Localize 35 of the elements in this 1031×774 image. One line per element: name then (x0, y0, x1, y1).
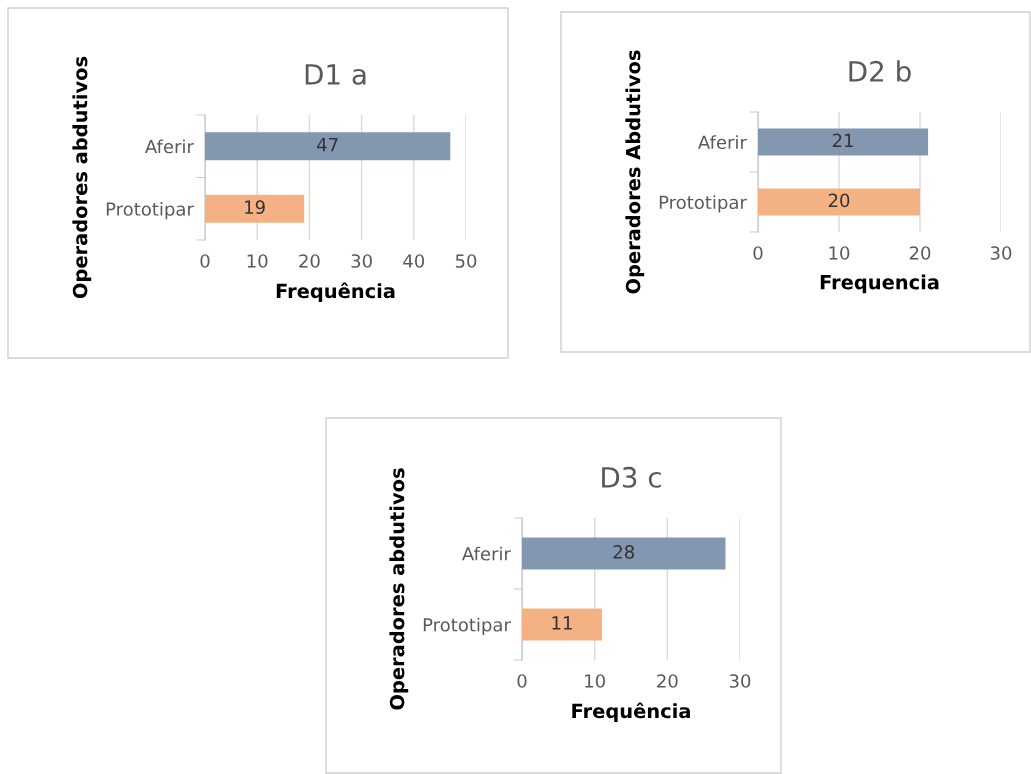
chart-title: D1 a (305, 64, 366, 85)
x-tick-label: 20 (299, 254, 320, 268)
x-tick-label: 10 (585, 674, 605, 688)
y-axis-title: Operadores abdutivos (389, 468, 409, 710)
x-tick-label: 50 (455, 254, 477, 268)
y-axis-title: Operadores abdutivos (72, 56, 92, 299)
x-tick-label: 30 (351, 254, 372, 268)
x-axis-title: Frequência (276, 282, 395, 303)
y-tick-label: Prototipar (659, 195, 747, 213)
x-tick-label: 30 (729, 674, 751, 688)
y-tick-label: Aferir (698, 135, 747, 150)
x-tick-label: 20 (909, 246, 931, 260)
data-label: 21 (832, 133, 853, 147)
data-label: 28 (613, 545, 634, 559)
x-tick-label: 10 (829, 246, 850, 260)
x-tick-label: 30 (990, 246, 1012, 260)
chart-title: D3 c (602, 466, 661, 488)
x-tick-label: 0 (200, 254, 210, 268)
y-tick-label: Aferir (145, 139, 194, 154)
x-tick-label: 20 (657, 674, 678, 688)
x-tick-label: 40 (403, 254, 425, 268)
data-label: 11 (552, 616, 572, 630)
chart-title: D2 b (849, 60, 911, 82)
x-tick-label: 10 (247, 254, 268, 268)
y-axis-title: Operadores Abdutivos (625, 50, 645, 294)
y-tick-label: Prototipar (106, 201, 194, 220)
x-tick-label: 0 (753, 246, 763, 260)
y-tick-label: Aferir (462, 546, 511, 561)
x-axis-title: Frequencia (820, 274, 939, 294)
x-axis-title: Frequência (572, 702, 690, 723)
data-label: 47 (317, 138, 338, 152)
data-label: 20 (828, 193, 850, 208)
x-tick-label: 0 (517, 674, 527, 688)
y-tick-label: Prototipar (423, 617, 511, 636)
data-label: 19 (245, 200, 265, 214)
